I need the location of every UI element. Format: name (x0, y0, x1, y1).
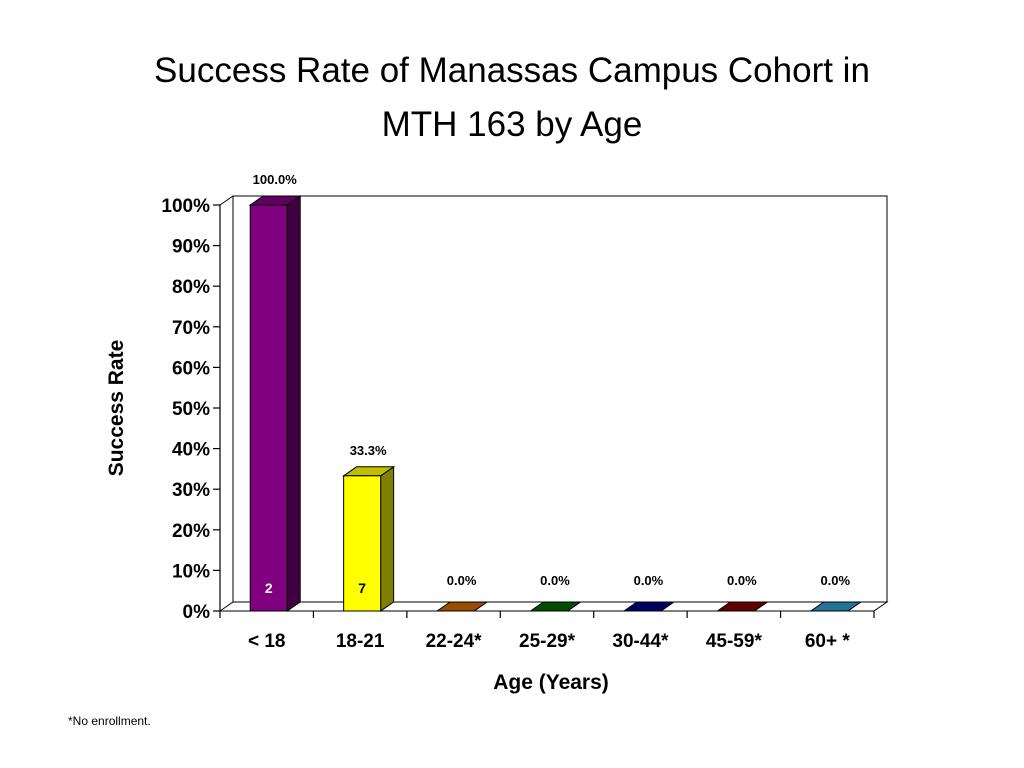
bar (715, 601, 769, 612)
x-axis-title: Age (Years) (493, 671, 609, 694)
data-label: 0.0% (447, 573, 477, 588)
bar (809, 601, 863, 612)
y-axis: 0% 10% 20% 30% 40% 50% 60% 70% 80% 90% 100% (161, 196, 220, 623)
data-label: 0.0% (820, 573, 850, 588)
y-tick-label: 10% (172, 561, 210, 582)
data-label: 100.0% (253, 172, 298, 187)
data-label: 0.0% (634, 573, 664, 588)
bar-top (622, 601, 676, 612)
y-tick-label: 90% (172, 237, 210, 258)
data-label: 0.0% (540, 573, 570, 588)
x-tick-label: 22-24* (426, 631, 483, 652)
data-label: 33.3% (350, 443, 387, 458)
x-tick-label: 60+ * (805, 631, 851, 652)
y-tick-label: 50% (172, 399, 210, 420)
footnote: *No enrollment. (68, 714, 151, 728)
bar-top (715, 601, 769, 612)
chart-title: Success Rate of Manassas Campus Cohort i… (0, 44, 1024, 152)
bar (528, 601, 583, 612)
bar-front (343, 475, 382, 612)
y-tick-label: 80% (172, 277, 210, 298)
plot-frame (218, 195, 889, 612)
data-label: 0.0% (727, 573, 757, 588)
x-tick-label: 25-29* (519, 631, 576, 652)
y-tick-label: 40% (172, 440, 210, 461)
chart-title-line-2: MTH 163 by Age (381, 105, 643, 144)
y-tick-label: 70% (172, 318, 210, 339)
bar (342, 465, 396, 612)
y-tick-label: 20% (172, 521, 210, 542)
bar-top (528, 601, 583, 612)
bar (622, 601, 676, 612)
bars: 100.0% 2 33.3% 7 0.0% 0.0% 0.0% 0.0% 0.0% (248, 172, 863, 612)
y-tick-label: 100% (161, 196, 210, 217)
bar-front (249, 204, 288, 612)
y-tick-label: 0% (183, 602, 211, 623)
bar (435, 601, 489, 612)
chart-title-line-1: Success Rate of Manassas Campus Cohort i… (154, 51, 870, 90)
bar-side (380, 465, 395, 612)
y-tick-label: 30% (172, 480, 210, 501)
plot-back-wall (232, 195, 888, 603)
x-tick-label: < 18 (248, 631, 286, 652)
x-axis: < 18 18-21 22-24* 25-29* 30-44* 45-59* 60+ * (219, 611, 875, 652)
bar-top (809, 601, 863, 612)
bar (248, 195, 302, 612)
y-axis-depth-line (219, 195, 234, 206)
bar-top (435, 601, 489, 612)
x-tick-label: 30-44* (612, 631, 669, 652)
count-label: 7 (358, 580, 366, 596)
count-label: 2 (265, 580, 273, 596)
bar-chart: 0% 10% 20% 30% 40% 50% 60% 70% 80% 90% 100% 100.0%… (105, 172, 889, 694)
x-tick-label: 18-21 (336, 631, 385, 652)
y-axis-title: Success Rate (105, 340, 128, 477)
y-tick-label: 60% (172, 358, 210, 379)
x-tick-label: 45-59* (706, 631, 763, 652)
bar-side (286, 195, 301, 612)
